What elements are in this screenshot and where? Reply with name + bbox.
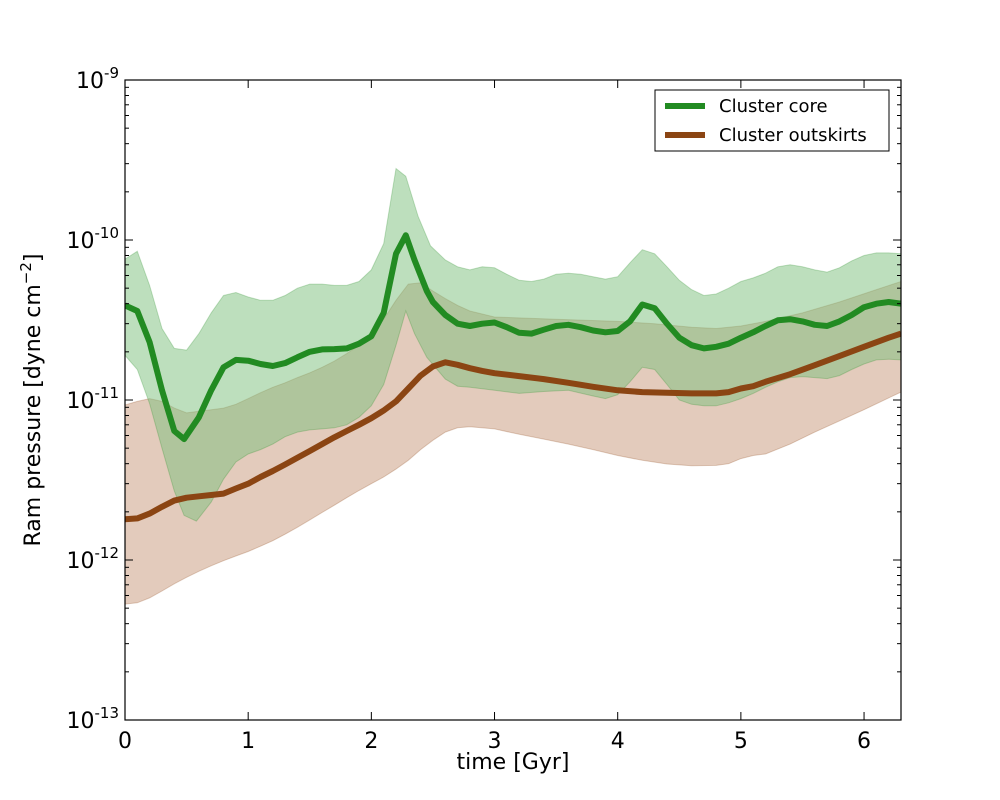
legend-box bbox=[654, 89, 890, 152]
y-tick-label: 10-9 bbox=[76, 64, 119, 94]
y-axis-label-close: ] bbox=[21, 253, 46, 262]
y-tick-label: 10-10 bbox=[67, 224, 120, 254]
y-axis-label-main: Ram pressure [dyne cm bbox=[21, 284, 46, 546]
x-tick-label: 3 bbox=[488, 729, 502, 754]
bands-layer bbox=[125, 167, 901, 605]
legend-label-core: Cluster core bbox=[719, 96, 828, 117]
line-cluster-core bbox=[125, 232, 901, 443]
x-tick-label: 0 bbox=[118, 729, 132, 754]
x-tick-label: 1 bbox=[241, 729, 255, 754]
legend: Cluster core Cluster outskirts bbox=[654, 89, 890, 152]
line-cluster-outskirts bbox=[125, 330, 901, 523]
legend-label-outskirts: Cluster outskirts bbox=[719, 125, 867, 146]
x-axis-label: time [Gyr] bbox=[457, 750, 570, 775]
ticks-layer: 0 1 2 3 4 5 6 10-13 10-12 10-11 10-10 10-9 bbox=[67, 64, 901, 754]
x-tick-label: 6 bbox=[857, 729, 871, 754]
lines-layer bbox=[125, 232, 901, 523]
y-tick-label: 10-12 bbox=[67, 544, 120, 574]
x-tick-label: 4 bbox=[611, 729, 625, 754]
y-axis-label: Ram pressure [dyne cm−2] bbox=[17, 253, 46, 546]
x-tick-label: 2 bbox=[364, 729, 378, 754]
band-cluster-core bbox=[125, 167, 901, 522]
y-tick-label: 10-11 bbox=[67, 384, 120, 414]
y-axis-label-exponent: −2 bbox=[17, 262, 35, 284]
x-tick-label: 5 bbox=[734, 729, 748, 754]
y-tick-label: 10-13 bbox=[67, 704, 120, 734]
